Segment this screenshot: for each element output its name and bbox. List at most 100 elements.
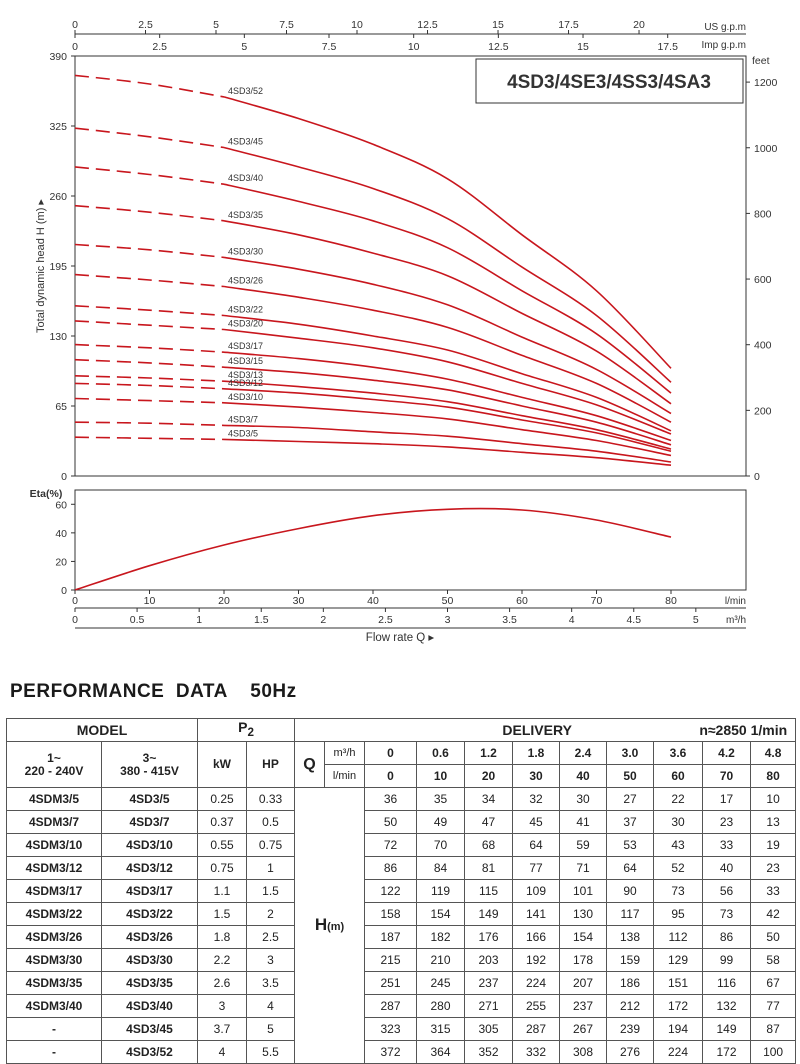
head-value: 315 <box>416 1017 466 1041</box>
head-value: 81 <box>464 856 514 880</box>
head-curve-dashed <box>74 436 225 441</box>
us-gpm-tick-label: 15 <box>492 19 504 31</box>
flow-m3h: 3.6 <box>653 741 704 765</box>
head-curve <box>223 328 672 435</box>
three-phase-model: 4SD3/35 <box>101 971 198 995</box>
power-hp: 5.5 <box>245 1040 296 1064</box>
head-value: 172 <box>653 994 704 1018</box>
feet-tick-label: 1200 <box>754 77 778 89</box>
head-value: 267 <box>559 1017 608 1041</box>
performance-curves-chart: 0 2.5 5 7.5 10 12.5 15 17.5 20 US g.p.m0 2.5 5 7.5 10… <box>30 19 778 644</box>
head-value: 212 <box>606 994 655 1018</box>
head-value: 13 <box>750 810 797 834</box>
series-label: 4SD3/10 <box>228 392 263 402</box>
q-header: Q <box>294 741 326 788</box>
m3h-unit: m³/h <box>324 741 366 765</box>
head-value: 49 <box>416 810 466 834</box>
head-value: 59 <box>559 833 608 857</box>
imp-gpm-tick-label: 0 <box>72 41 78 53</box>
head-value: 149 <box>702 1017 752 1041</box>
head-curve-dashed <box>74 273 225 288</box>
head-value: 50 <box>750 925 797 949</box>
feet-tick-label: 0 <box>754 471 760 483</box>
head-curve <box>223 380 672 450</box>
head-value: 237 <box>559 994 608 1018</box>
p2-header: P2 <box>196 718 296 742</box>
single-phase-model: 4SDM3/35 <box>6 971 102 995</box>
head-value: 73 <box>653 879 704 903</box>
table-row: -4SD3/52 4 5.5 372 364 352 332 308 276 224 172 100 <box>6 1040 797 1064</box>
head-value: 323 <box>364 1017 418 1041</box>
table-row: 4SDM3/40 4SD3/40 3 4 287 280 271 255 237 212 172 13… <box>6 994 797 1018</box>
head-value: 176 <box>464 925 514 949</box>
flow-lmin: 70 <box>702 764 752 788</box>
head-y-tick-label: 0 <box>61 471 67 483</box>
head-value: 116 <box>702 971 752 995</box>
head-value: 41 <box>559 810 608 834</box>
power-hp: 2 <box>245 902 296 926</box>
head-value: 84 <box>416 856 466 880</box>
head-value: 71 <box>559 856 608 880</box>
head-value: 34 <box>464 787 514 811</box>
head-value: 100 <box>750 1040 797 1064</box>
head-curve-dashed <box>74 243 225 259</box>
lmin-tick-label: 20 <box>218 595 230 607</box>
head-value: 287 <box>512 1017 561 1041</box>
series-label: 4SD3/35 <box>228 210 263 220</box>
head-value: 22 <box>653 787 704 811</box>
single-phase-model: - <box>6 1017 102 1041</box>
flow-m3h: 0.6 <box>416 741 466 765</box>
head-value: 35 <box>416 787 466 811</box>
head-value: 158 <box>364 902 418 926</box>
m3h-tick-label: 3.5 <box>502 614 517 626</box>
three-phase-model: 4SD3/5 <box>101 787 198 811</box>
flow-m3h: 4.8 <box>750 741 797 765</box>
flow-lmin: 30 <box>512 764 561 788</box>
head-value: 166 <box>512 925 561 949</box>
head-value: 194 <box>653 1017 704 1041</box>
single-phase-header: 1~ 220 - 240V <box>6 741 102 788</box>
head-value: 280 <box>416 994 466 1018</box>
us-gpm-tick-label: 5 <box>213 19 219 31</box>
head-curve-dashed <box>74 204 225 222</box>
head-curve <box>223 220 672 405</box>
table-row: 4SDM3/26 4SD3/26 1.8 2.5 187 182 176 166 154 138 1… <box>6 925 797 949</box>
head-value: 42 <box>750 902 797 926</box>
head-value: 87 <box>750 1017 797 1041</box>
head-value: 43 <box>653 833 704 857</box>
chart-title: 4SD3/4SE3/4SS3/4SA3 <box>507 72 711 93</box>
head-value: 132 <box>702 994 752 1018</box>
table-row: 4SDM3/7 4SD3/7 0.37 0.5 50 49 47 45 41 37 30 23 13 <box>6 810 797 834</box>
us-gpm-tick-label: 20 <box>633 19 645 31</box>
table-row: 4SDM3/17 4SD3/17 1.1 1.5 122 119 115 109 101 90 73… <box>6 879 797 903</box>
series-label: 4SD3/13 <box>228 370 263 380</box>
section-title: PERFORMANCE DATA 50Hz <box>10 681 297 702</box>
head-value: 112 <box>653 925 704 949</box>
lmin-tick-label: 60 <box>516 595 528 607</box>
head-value: 215 <box>364 948 418 972</box>
series-label: 4SD3/30 <box>228 246 263 256</box>
head-value: 32 <box>512 787 561 811</box>
m3h-tick-label: 0.5 <box>130 614 145 626</box>
feet-tick-label: 600 <box>754 274 772 286</box>
power-hp: 3.5 <box>245 971 296 995</box>
imp-gpm-tick-label: 2.5 <box>152 41 167 53</box>
m3h-tick-label: 5 <box>693 614 699 626</box>
series-label: 4SD3/26 <box>228 275 263 285</box>
performance-table: MODEL P2 DELIVERY n≈2850 1/min 1~ 220 - 2… <box>6 718 797 1064</box>
series-label: 4SD3/12 <box>228 378 263 388</box>
power-hp: 0.75 <box>245 833 296 857</box>
lmin-axis-label: l/min <box>725 596 746 607</box>
head-curve-dashed <box>74 375 225 382</box>
lmin-tick-label: 40 <box>367 595 379 607</box>
head-value: 30 <box>653 810 704 834</box>
power-kw: 3.7 <box>197 1017 247 1041</box>
head-value: 352 <box>464 1040 514 1064</box>
feet-tick-label: 1000 <box>754 143 778 155</box>
power-hp: 1 <box>245 856 296 880</box>
flow-lmin: 60 <box>653 764 704 788</box>
lmin-tick-label: 10 <box>144 595 156 607</box>
power-kw: 3 <box>197 994 247 1018</box>
head-value: 182 <box>416 925 466 949</box>
delivery-header: DELIVERY n≈2850 1/min <box>294 718 797 742</box>
